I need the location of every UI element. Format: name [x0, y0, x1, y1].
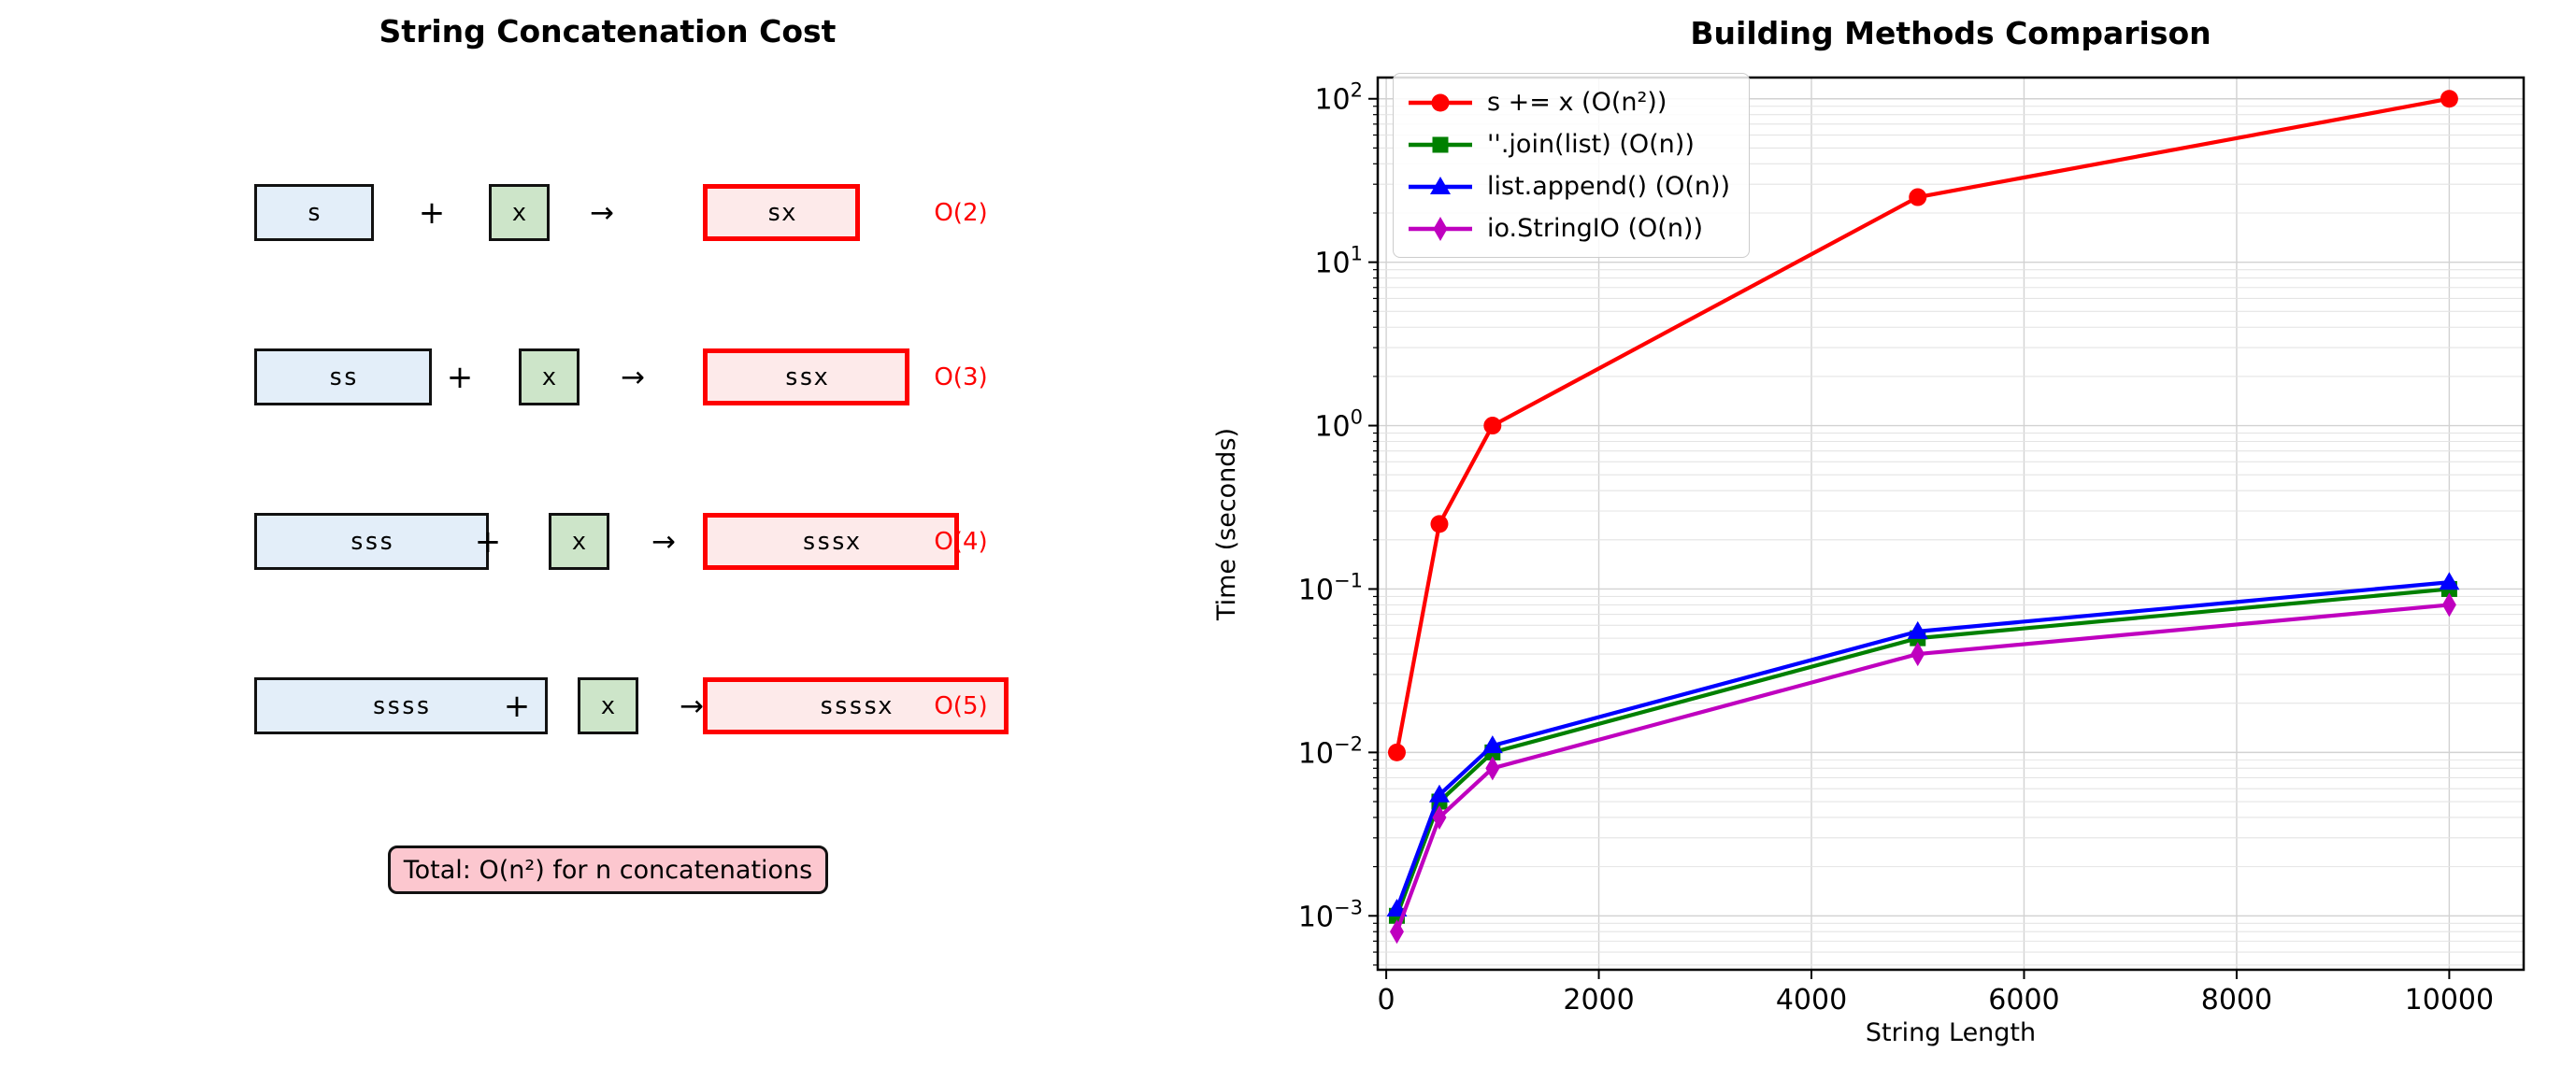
- result-string-label: ssx: [784, 362, 828, 391]
- append-char-label: x: [511, 198, 527, 227]
- legend-item-1: s += x (O(n²)): [1407, 81, 1730, 123]
- append-char-label: x: [600, 691, 616, 720]
- legend-marker-square-icon: [1409, 136, 1472, 152]
- source-string-label: sss: [350, 527, 394, 556]
- marker-diamond: [1433, 216, 1448, 241]
- marker-circle: [1483, 417, 1502, 435]
- plus-operator: +: [474, 522, 502, 561]
- append-char-box: x: [549, 513, 609, 570]
- chart-title: Building Methods Comparison: [1690, 15, 2211, 51]
- x-tick-label: 6000: [1988, 984, 2059, 1016]
- plus-operator: +: [418, 193, 446, 232]
- x-axis-label: String Length: [1865, 1018, 2037, 1047]
- arrow-operator: →: [651, 524, 676, 559]
- append-char-box: x: [578, 677, 638, 734]
- source-string-box: ss: [254, 348, 432, 405]
- marker-triangle: [1907, 620, 1928, 639]
- cost-label: O(2): [934, 198, 988, 227]
- diagram-title: String Concatenation Cost: [379, 13, 837, 50]
- arrow-operator: →: [680, 689, 704, 723]
- result-string-box: ssx: [703, 348, 909, 405]
- marker-circle: [2440, 90, 2458, 108]
- x-tick-label: 2000: [1563, 984, 1634, 1016]
- marker-circle: [1387, 743, 1406, 761]
- append-char-label: x: [541, 362, 557, 391]
- marker-circle: [1430, 515, 1449, 533]
- legend-item-label: list.append() (O(n)): [1487, 172, 1731, 201]
- y-tick-label: 102: [1314, 79, 1363, 117]
- marker-triangle: [1386, 899, 1408, 917]
- arrow-operator: →: [590, 195, 614, 230]
- plus-operator: +: [446, 358, 474, 396]
- legend-item-2: ''.join(list) (O(n)): [1407, 123, 1730, 165]
- y-tick-label: 100: [1314, 406, 1363, 444]
- marker-diamond: [1485, 756, 1500, 781]
- marker-triangle: [1428, 784, 1450, 803]
- source-string-box: sss: [254, 513, 489, 570]
- cost-label: O(3): [934, 362, 988, 391]
- result-string-box: sssx: [703, 513, 959, 570]
- marker-diamond: [1432, 804, 1447, 830]
- legend-marker-circle-icon: [1409, 93, 1472, 111]
- y-axis-label: Time (seconds): [1212, 427, 1241, 621]
- legend-item-label: io.StringIO (O(n)): [1487, 214, 1704, 243]
- source-string-label: ss: [328, 362, 358, 391]
- y-tick-label: 10−3: [1298, 896, 1363, 933]
- append-char-box: x: [489, 184, 550, 241]
- gridlines: [1378, 78, 2524, 970]
- y-tick-label: 10−1: [1298, 569, 1363, 606]
- cost-label: O(5): [934, 691, 988, 720]
- result-string-box: sx: [703, 184, 860, 241]
- marker-square: [1432, 136, 1449, 152]
- axes-frame: [1376, 76, 2526, 972]
- result-string-box: ssssx: [703, 677, 1009, 734]
- source-string-label: ssss: [371, 691, 431, 720]
- x-tick-label: 4000: [1776, 984, 1847, 1016]
- append-char-label: x: [571, 527, 587, 556]
- total-cost-label: Total: O(n²) for n concatenations: [403, 855, 813, 885]
- result-string-label: sssx: [801, 527, 861, 556]
- marker-diamond: [1389, 919, 1404, 945]
- legend-item-4: io.StringIO (O(n)): [1407, 207, 1730, 249]
- legend-marker-diamond-icon: [1409, 216, 1472, 241]
- result-string-label: sx: [766, 198, 796, 227]
- marker-diamond: [2441, 592, 2456, 618]
- marker-circle: [1909, 188, 1927, 206]
- axis-ticks: [1368, 97, 2451, 979]
- marker-triangle: [1430, 176, 1451, 194]
- marker-triangle: [1481, 735, 1503, 754]
- total-cost-box: Total: O(n²) for n concatenations: [388, 846, 828, 894]
- arrow-operator: →: [621, 360, 645, 394]
- chart-legend: s += x (O(n²)) ''.join(list) (O(n)) list.a…: [1393, 73, 1751, 258]
- legend-item-label: ''.join(list) (O(n)): [1487, 130, 1695, 159]
- legend-item-label: s += x (O(n²)): [1487, 88, 1667, 117]
- data-series: [1386, 90, 2460, 945]
- source-string-box: s: [254, 184, 374, 241]
- x-tick-label: 10000: [2405, 984, 2494, 1016]
- x-tick-label: 0: [1378, 984, 1395, 1016]
- result-string-label: ssssx: [819, 691, 893, 720]
- legend-item-3: list.append() (O(n)): [1407, 165, 1730, 207]
- source-string-box: ssss: [254, 677, 548, 734]
- y-tick-label: 101: [1314, 243, 1363, 280]
- marker-circle: [1431, 93, 1450, 111]
- append-char-box: x: [519, 348, 580, 405]
- marker-triangle: [2439, 572, 2460, 590]
- source-string-label: s: [307, 198, 322, 227]
- marker-diamond: [1911, 642, 1925, 667]
- cost-label: O(4): [934, 527, 988, 556]
- y-tick-label: 10−2: [1298, 732, 1363, 770]
- plus-operator: +: [503, 687, 531, 725]
- x-tick-label: 8000: [2201, 984, 2272, 1016]
- legend-marker-triangle-icon: [1409, 176, 1472, 194]
- axis-tick-labels: 0 2000 4000 6000 8000 10000 102 101 100 10−1 10−2 1…: [1298, 79, 2494, 1016]
